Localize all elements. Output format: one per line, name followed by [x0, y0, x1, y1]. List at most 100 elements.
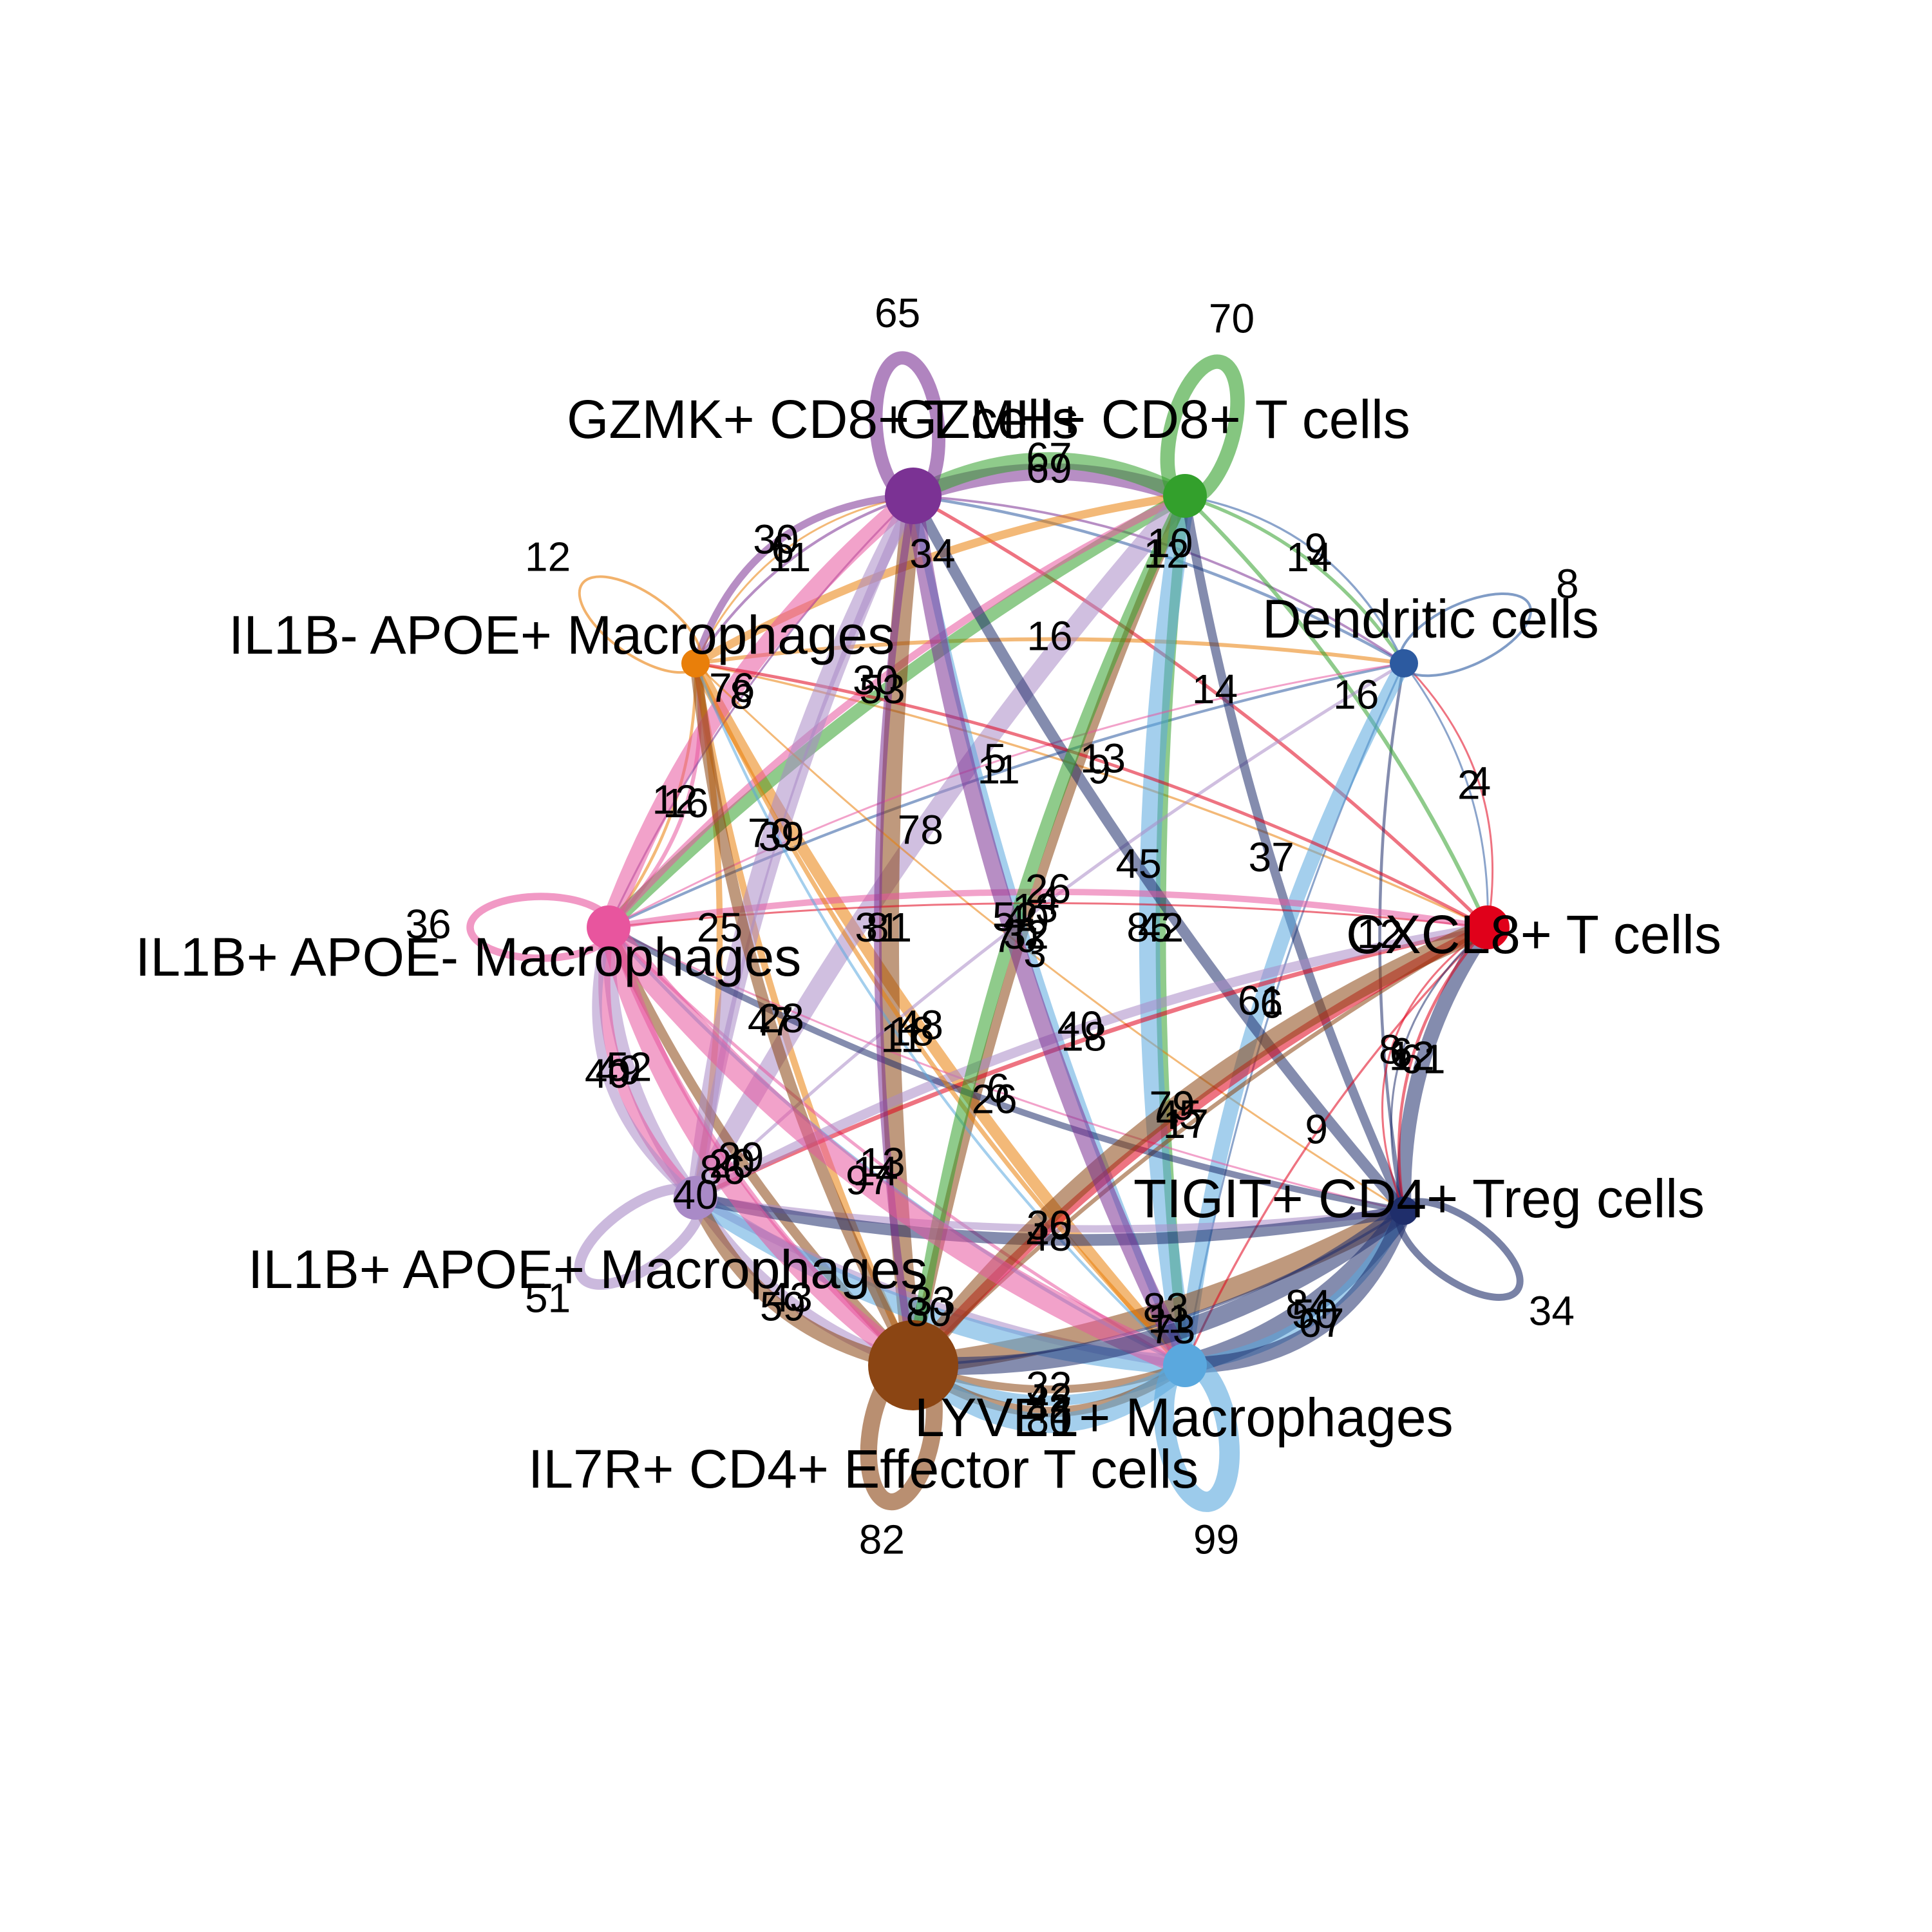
self-loop-value-label: 34	[1529, 1288, 1575, 1334]
edge-il1bapoepos-to-il1bapoeneg	[592, 922, 701, 1203]
edge-value-label: 26	[971, 1076, 1017, 1122]
node-il7r	[868, 1320, 958, 1410]
edge-cxcl8-to-lyve1	[1184, 926, 1489, 1367]
edge-value-label: 53	[859, 666, 905, 712]
edge-value-label: 10	[1147, 520, 1193, 566]
node-il1bneg	[681, 649, 710, 677]
edge-il1bneg-to-il1bapoeneg	[607, 661, 697, 929]
edge-value-label: 26	[1025, 866, 1071, 912]
node-gzmh	[1163, 474, 1207, 518]
edge-value-label: 8	[1379, 1026, 1402, 1072]
edge-value-label: 81	[866, 904, 912, 951]
node-dc	[1390, 649, 1418, 677]
node-label-il1bneg: IL1B- APOE+ Macrophages	[229, 605, 895, 665]
edge-value-label: 11	[977, 746, 1019, 792]
edge-tigit-to-il1bapoeneg	[605, 924, 1407, 1214]
edge-value-label: 50	[1292, 1291, 1338, 1337]
edge-value-label: 2	[1457, 762, 1481, 808]
edge-value-label: 40	[672, 1171, 718, 1218]
edge-value-label: 13	[1012, 885, 1058, 931]
edge-value-label: 70	[748, 810, 793, 857]
edge-value-label: 84	[1285, 1282, 1331, 1328]
edge-value-label: 48	[1026, 1213, 1072, 1260]
edge-value-label: 78	[898, 806, 943, 853]
edge-value-label: 42	[1026, 1385, 1072, 1432]
edge-dc-to-gzmh	[1184, 495, 1405, 665]
edge-value-label: 34	[909, 530, 955, 576]
edge-value-label: 59	[760, 1283, 806, 1330]
edge-cxcl8-to-gzmk	[911, 494, 1490, 929]
edge-il7r-to-cxcl8	[903, 917, 1498, 1376]
edge-value-label: 39	[718, 1133, 764, 1180]
edge-gzmh-to-il1bapoeneg	[601, 489, 1192, 934]
node-label-il1bapoeneg: IL1B+ APOE- Macrophages	[135, 927, 801, 987]
edge-il7r-to-cxcl8	[911, 925, 1490, 1368]
edge-value-label: 9	[1088, 746, 1111, 792]
edge-tigit-to-il7r	[904, 1202, 1413, 1376]
edge-value-label: 14	[1286, 534, 1332, 580]
edge-value-label: 52	[992, 893, 1038, 940]
edge-il7r-to-il1bapoeneg	[603, 922, 918, 1370]
edge-tigit-to-cxcl8	[1396, 920, 1495, 1218]
edge-tigit-to-il1bapoepos	[689, 1191, 1410, 1246]
edge-value-label: 30	[753, 516, 799, 562]
edge-value-label: 40	[585, 1050, 630, 1097]
edges-layer	[592, 452, 1498, 1434]
edge-value-label: 61	[1399, 1036, 1445, 1082]
node-label-lyve1: LYVE1+ Macrophages	[914, 1387, 1454, 1448]
edge-value-label: 48	[898, 1001, 943, 1048]
node-tigit	[1390, 1197, 1418, 1225]
edge-value-label: 67	[1026, 434, 1072, 480]
node-label-dc: Dendritic cells	[1262, 589, 1599, 649]
edge-value-label: 18	[1061, 1013, 1106, 1059]
edge-il1bapoeneg-to-dc	[607, 662, 1405, 929]
edge-il7r-to-il1bneg	[690, 658, 919, 1371]
edge-il1bneg-to-dc	[693, 637, 1406, 666]
edge-il1bapoepos-to-gzmk	[687, 487, 922, 1207]
edge-gzmh-to-gzmk	[905, 452, 1193, 504]
edge-tigit-to-gzmh	[1180, 491, 1409, 1216]
edge-value-label: 3	[1023, 930, 1046, 976]
edge-dc-to-il1bapoeneg	[607, 661, 1406, 929]
node-label-gzmh: GZMH+ CD8+ T cells	[895, 389, 1410, 450]
nodes-layer	[587, 468, 1510, 1410]
edge-tigit-to-lyve1	[1177, 1202, 1412, 1374]
edge-value-label: 45	[1156, 1092, 1202, 1138]
edge-gzmh-to-cxcl8	[1182, 493, 1490, 930]
edge-value-label: 45	[1115, 840, 1161, 887]
node-il1bapoepos	[674, 1176, 717, 1220]
edge-value-label: 40	[1057, 1003, 1103, 1049]
edge-value-label: 73	[1150, 1306, 1195, 1352]
edge-value-label: 83	[1143, 1285, 1189, 1331]
edge-value-label: 6	[1260, 981, 1283, 1027]
edge-value-label: 13	[1080, 735, 1126, 782]
edge-value-label: 12	[1144, 530, 1189, 576]
edge-value-label: 30	[1027, 1202, 1072, 1248]
edge-value-label: 8	[730, 671, 753, 717]
edge-value-label: 69	[1026, 445, 1072, 491]
edge-value-label: 11	[880, 1014, 923, 1061]
edge-value-label: 67	[1298, 1300, 1344, 1346]
node-cxcl8	[1466, 905, 1510, 949]
edge-value-label: 14	[853, 1148, 898, 1195]
self-loop-value-label: 36	[405, 901, 451, 947]
self-loop-value-label: 65	[875, 290, 920, 336]
edge-value-label: 12	[652, 777, 698, 823]
edge-value-label: 42	[1026, 1374, 1072, 1421]
self-loop-value-label: 51	[525, 1275, 571, 1321]
edge-value-label: 13	[859, 1139, 905, 1186]
edge-value-label: 12	[1389, 1032, 1435, 1079]
edge-value-label: 16	[663, 780, 708, 826]
node-label-tigit: TIGIT+ CD4+ Treg cells	[1133, 1168, 1705, 1229]
edge-cxcl8-to-tigit	[1381, 926, 1489, 1212]
edge-il1bapoeneg-to-il7r	[598, 916, 924, 1376]
edge-il1bneg-to-gzmh	[691, 491, 1189, 668]
node-il1bapoeneg	[587, 905, 630, 949]
edge-value-label: 76	[709, 665, 755, 711]
edge-value-label: 80	[906, 1289, 952, 1335]
edge-value-label: 86	[699, 1146, 745, 1193]
self-loop-value-label: 82	[859, 1517, 905, 1563]
